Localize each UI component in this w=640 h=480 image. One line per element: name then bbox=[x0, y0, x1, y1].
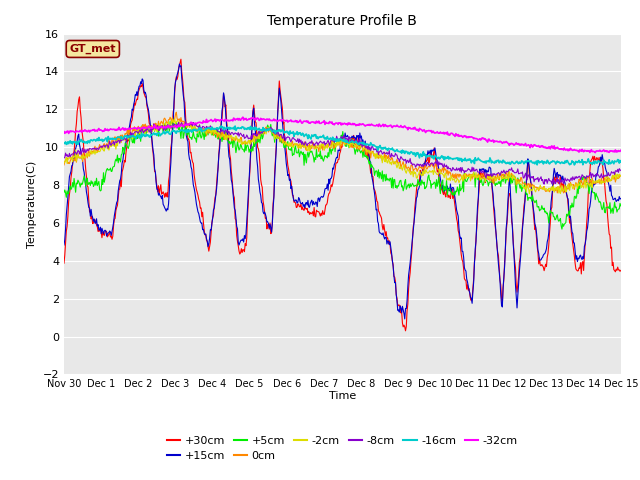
Line: 0cm: 0cm bbox=[64, 112, 621, 193]
-32cm bbox=[411, 124, 419, 130]
-2cm bbox=[411, 171, 419, 177]
-8cm bbox=[540, 181, 548, 187]
+15cm bbox=[214, 164, 222, 170]
-32cm bbox=[127, 126, 135, 132]
-16cm bbox=[127, 134, 135, 140]
-32cm bbox=[214, 118, 221, 123]
-2cm bbox=[214, 132, 222, 137]
+5cm bbox=[428, 185, 435, 191]
+5cm bbox=[558, 226, 566, 232]
-16cm bbox=[70, 139, 78, 145]
Line: +15cm: +15cm bbox=[64, 64, 621, 319]
-8cm bbox=[617, 168, 625, 173]
Y-axis label: Temperature(C): Temperature(C) bbox=[27, 160, 37, 248]
+5cm bbox=[170, 118, 177, 124]
-32cm bbox=[617, 147, 625, 153]
-2cm bbox=[428, 169, 435, 175]
+15cm bbox=[60, 242, 68, 248]
-32cm bbox=[60, 129, 68, 134]
+30cm bbox=[127, 119, 135, 125]
+15cm bbox=[401, 316, 408, 322]
-8cm bbox=[70, 150, 78, 156]
+30cm bbox=[177, 56, 185, 62]
-16cm bbox=[617, 159, 625, 165]
+15cm bbox=[127, 114, 135, 120]
+15cm bbox=[175, 61, 183, 67]
-8cm bbox=[60, 155, 68, 161]
+5cm bbox=[127, 133, 135, 139]
-16cm bbox=[411, 151, 419, 156]
+30cm bbox=[70, 148, 78, 154]
0cm bbox=[617, 173, 625, 179]
Legend: +30cm, +15cm, +5cm, 0cm, -2cm, -8cm, -16cm, -32cm: +30cm, +15cm, +5cm, 0cm, -2cm, -8cm, -16… bbox=[163, 431, 522, 466]
0cm bbox=[411, 166, 419, 172]
0cm bbox=[127, 132, 135, 138]
X-axis label: Time: Time bbox=[329, 391, 356, 401]
+15cm bbox=[428, 147, 436, 153]
Line: -8cm: -8cm bbox=[64, 121, 621, 184]
-2cm bbox=[525, 191, 533, 197]
-16cm bbox=[428, 153, 435, 159]
-16cm bbox=[218, 123, 225, 129]
-8cm bbox=[214, 128, 222, 134]
-32cm bbox=[428, 128, 435, 133]
-2cm bbox=[70, 154, 78, 160]
0cm bbox=[214, 130, 222, 136]
-8cm bbox=[127, 132, 135, 138]
-8cm bbox=[182, 119, 189, 124]
-2cm bbox=[617, 173, 625, 179]
-16cm bbox=[214, 125, 221, 131]
+30cm bbox=[402, 328, 410, 334]
+15cm bbox=[617, 196, 625, 202]
+5cm bbox=[411, 182, 419, 188]
0cm bbox=[70, 156, 78, 162]
-8cm bbox=[185, 121, 193, 127]
Title: Temperature Profile B: Temperature Profile B bbox=[268, 14, 417, 28]
-32cm bbox=[239, 114, 247, 120]
-8cm bbox=[428, 161, 435, 167]
+30cm bbox=[428, 155, 436, 160]
-2cm bbox=[185, 123, 193, 129]
+15cm bbox=[185, 151, 193, 156]
-8cm bbox=[411, 162, 419, 168]
+30cm bbox=[60, 260, 68, 266]
+5cm bbox=[70, 176, 78, 181]
0cm bbox=[185, 121, 193, 127]
-32cm bbox=[184, 122, 192, 128]
-16cm bbox=[184, 129, 192, 135]
Text: GT_met: GT_met bbox=[70, 44, 116, 54]
0cm bbox=[428, 160, 435, 166]
Line: +30cm: +30cm bbox=[64, 59, 621, 331]
+5cm bbox=[185, 126, 193, 132]
-16cm bbox=[570, 162, 578, 168]
+15cm bbox=[70, 157, 78, 163]
+15cm bbox=[412, 204, 419, 210]
-16cm bbox=[60, 141, 68, 146]
Line: -2cm: -2cm bbox=[64, 119, 621, 194]
0cm bbox=[60, 162, 68, 168]
Line: -16cm: -16cm bbox=[64, 126, 621, 165]
-2cm bbox=[60, 160, 68, 166]
+30cm bbox=[214, 165, 222, 170]
+30cm bbox=[185, 136, 193, 142]
0cm bbox=[172, 109, 180, 115]
-32cm bbox=[591, 150, 599, 156]
+5cm bbox=[214, 136, 222, 142]
+30cm bbox=[412, 198, 419, 204]
+5cm bbox=[617, 203, 625, 209]
-32cm bbox=[70, 129, 78, 134]
Line: -32cm: -32cm bbox=[64, 117, 621, 153]
+5cm bbox=[60, 190, 68, 195]
Line: +5cm: +5cm bbox=[64, 121, 621, 229]
0cm bbox=[554, 190, 561, 196]
-2cm bbox=[127, 134, 135, 140]
+30cm bbox=[617, 267, 625, 273]
-2cm bbox=[171, 116, 179, 121]
